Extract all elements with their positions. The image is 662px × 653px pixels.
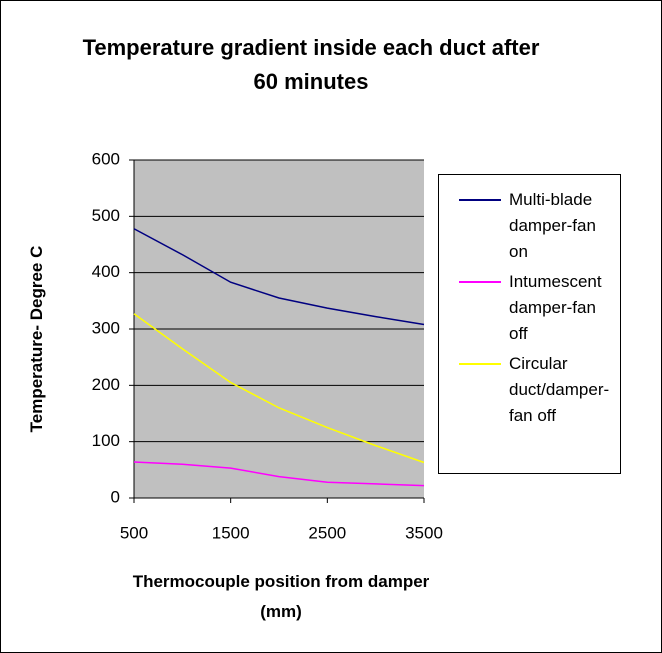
x-tick-label: 500 [120, 523, 148, 542]
legend-entry: Circular duct/damper-fan off [439, 351, 609, 429]
y-tick-label: 0 [111, 487, 120, 506]
x-tick-label: 2500 [308, 523, 346, 542]
y-tick-label: 600 [92, 149, 120, 168]
legend-swatch [459, 199, 501, 201]
legend-label: Multi-blade damper-fan on [509, 190, 596, 261]
legend-swatch [459, 363, 501, 365]
x-tick-label: 1500 [212, 523, 250, 542]
y-tick-label: 300 [92, 318, 120, 337]
y-tick-label: 500 [92, 206, 120, 225]
chart-title: Temperature gradient inside each duct af… [82, 35, 540, 94]
legend-label: Intumescent damper-fan off [509, 272, 602, 343]
legend-entry: Intumescent damper-fan off [439, 269, 609, 347]
legend-swatch [459, 281, 501, 283]
legend-label: Circular duct/damper-fan off [509, 354, 610, 425]
y-tick-label: 400 [92, 262, 120, 281]
series-line [133, 461, 425, 487]
y-tick-label: 100 [92, 431, 120, 450]
series-line [133, 228, 425, 326]
y-tick-label: 200 [92, 375, 120, 394]
series-line [133, 313, 425, 464]
x-axis-label: Thermocouple position from damper (mm) [132, 572, 430, 621]
legend: Multi-blade damper-fan on Intumescent dam… [438, 174, 621, 474]
legend-entry: Multi-blade damper-fan on [439, 187, 609, 265]
x-tick-label: 3500 [405, 523, 443, 542]
